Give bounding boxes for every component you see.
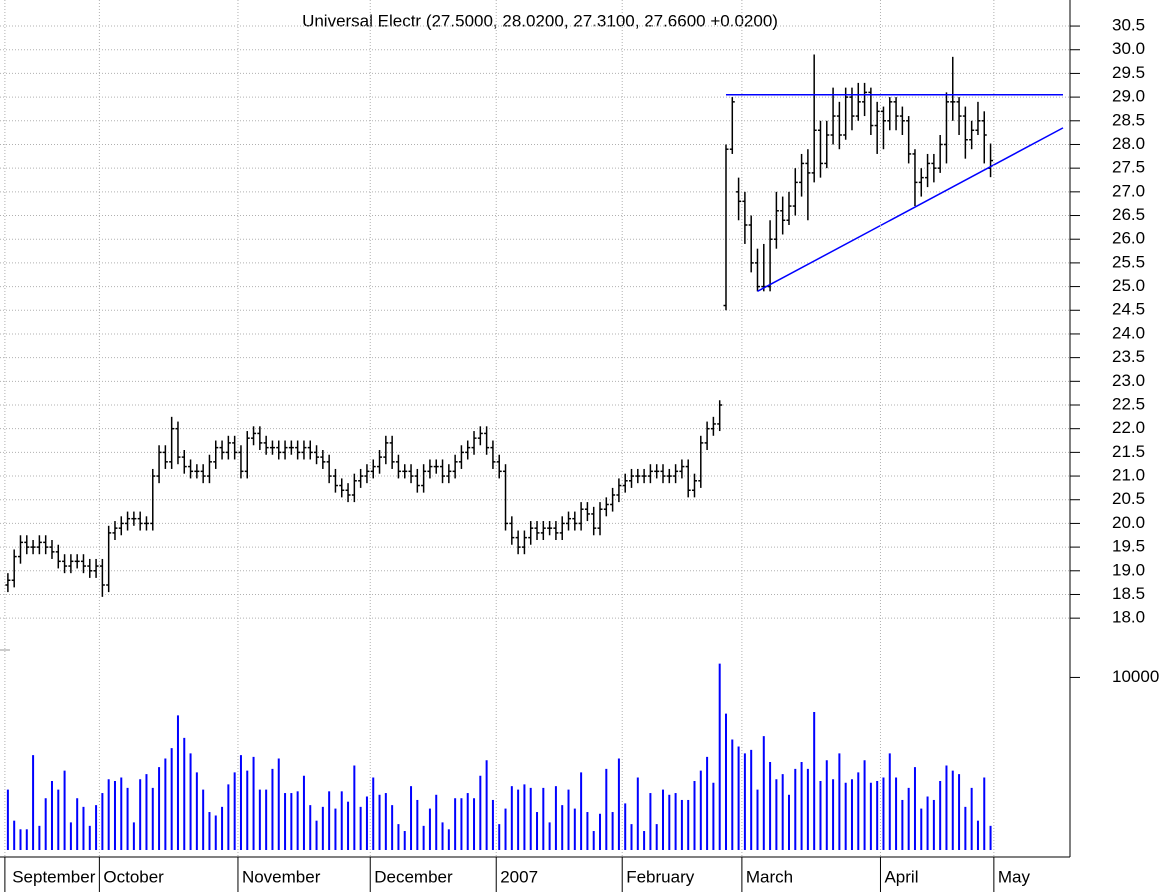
y-tick-label: 30.5 xyxy=(1112,16,1145,35)
y-tick-label: 18.5 xyxy=(1112,584,1145,603)
y-tick-label: 21.5 xyxy=(1112,442,1145,461)
y-tick-label: 24.0 xyxy=(1112,323,1145,342)
y-tick-label: 20.5 xyxy=(1112,489,1145,508)
x-tick-label: December xyxy=(374,867,453,886)
y-tick-label: 25.5 xyxy=(1112,252,1145,271)
x-tick-label: 2007 xyxy=(500,867,538,886)
y-tick-label: 26.5 xyxy=(1112,205,1145,224)
x-tick-label: May xyxy=(998,867,1031,886)
y-tick-label: 27.5 xyxy=(1112,158,1145,177)
chart-title: Universal Electr (27.5000, 28.0200, 27.3… xyxy=(302,11,778,30)
x-tick-label: February xyxy=(626,867,695,886)
y-tick-label: 19.0 xyxy=(1112,560,1145,579)
y-tick-label: 25.0 xyxy=(1112,276,1145,295)
y-tick-label: 26.0 xyxy=(1112,229,1145,248)
y-tick-label: 28.5 xyxy=(1112,110,1145,129)
x-tick-label: November xyxy=(242,867,321,886)
x-tick-label: April xyxy=(884,867,918,886)
x-tick-label: September xyxy=(12,867,95,886)
y-tick-label: 29.0 xyxy=(1112,87,1145,106)
y-tick-label: 22.0 xyxy=(1112,418,1145,437)
y-tick-label: 30.0 xyxy=(1112,39,1145,58)
y-tick-label: 23.0 xyxy=(1112,371,1145,390)
y-tick-label: 19.5 xyxy=(1112,537,1145,556)
x-tick-label: March xyxy=(746,867,793,886)
y-tick-label: 28.0 xyxy=(1112,134,1145,153)
y-tick-label: 24.5 xyxy=(1112,300,1145,319)
y-tick-label: 29.5 xyxy=(1112,63,1145,82)
y-tick-label: 18.0 xyxy=(1112,608,1145,627)
y-tick-label: 22.5 xyxy=(1112,394,1145,413)
y-tick-label: 21.0 xyxy=(1112,466,1145,485)
y-tick-label: 27.0 xyxy=(1112,181,1145,200)
y-tick-label: 23.5 xyxy=(1112,347,1145,366)
y-tick-label: 10000 xyxy=(1112,667,1159,686)
x-tick-label: October xyxy=(103,867,164,886)
y-tick-label: 20.0 xyxy=(1112,513,1145,532)
trendline xyxy=(757,127,1064,292)
